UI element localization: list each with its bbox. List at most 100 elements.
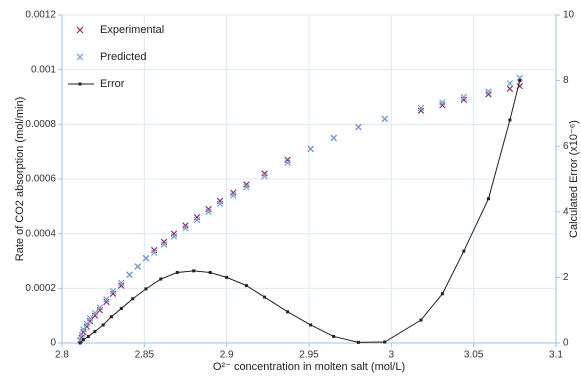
error-point <box>208 270 212 274</box>
data-point <box>417 104 425 112</box>
marker-stroke <box>230 189 237 196</box>
marker-stroke <box>193 216 201 224</box>
data-point <box>103 296 110 303</box>
y-axis-title: Rate of CO2 absorption (mol/min) <box>14 97 26 261</box>
y-tick-label: 0.0012 <box>25 10 56 21</box>
marker-stroke <box>330 134 337 142</box>
legend-entry: Error <box>68 78 125 90</box>
y-tick-label: 0.0008 <box>25 119 56 130</box>
data-point <box>216 197 224 205</box>
marker-stroke <box>307 145 314 153</box>
data-point <box>439 99 446 106</box>
data-point <box>109 290 117 298</box>
marker-stroke <box>417 107 425 114</box>
marker-stroke <box>83 320 90 328</box>
error-point <box>225 275 229 279</box>
data-point <box>80 326 87 333</box>
data-point <box>78 331 85 339</box>
error-point <box>159 277 163 281</box>
y2-tick-label: 6 <box>563 141 569 152</box>
data-point <box>160 241 168 248</box>
data-point <box>261 170 268 177</box>
x-tick-label: 2.8 <box>55 350 69 361</box>
marker-stroke <box>230 192 237 199</box>
data-point <box>142 255 150 262</box>
marker-stroke <box>439 101 446 109</box>
data-point <box>86 315 94 322</box>
error-point <box>486 197 490 201</box>
marker-stroke <box>506 85 514 93</box>
data-point <box>205 208 212 216</box>
y2-tick-label: 2 <box>563 272 569 283</box>
error-point <box>508 118 512 122</box>
error-point <box>356 340 360 344</box>
x-tick-label: 3.1 <box>549 350 563 361</box>
marker-stroke <box>182 222 189 229</box>
x-tick-label: 3 <box>389 350 395 361</box>
data-point <box>330 134 337 142</box>
marker-stroke <box>460 93 468 101</box>
error-point <box>332 334 336 338</box>
y-tick-label: 0.001 <box>31 64 56 75</box>
data-point <box>103 298 110 306</box>
data-point <box>230 189 237 196</box>
error-point <box>462 249 466 253</box>
error-point <box>144 287 148 291</box>
marker-stroke <box>205 208 212 216</box>
data-point <box>160 238 168 246</box>
error-point <box>86 334 90 338</box>
marker-stroke <box>284 156 291 164</box>
data-point <box>118 282 125 289</box>
error-point <box>93 330 97 334</box>
marker-stroke <box>150 246 158 254</box>
marker-stroke <box>142 255 150 262</box>
marker-stroke <box>78 331 85 339</box>
marker-stroke <box>516 74 523 82</box>
marker-stroke <box>355 123 362 131</box>
error-point <box>78 341 82 345</box>
data-point <box>307 145 314 153</box>
data-point <box>96 304 104 311</box>
marker-stroke <box>193 214 201 221</box>
marker-stroke <box>243 183 250 191</box>
marker-stroke <box>150 249 158 257</box>
x-tick-label: 2.85 <box>135 350 155 361</box>
marker-stroke <box>118 279 125 287</box>
data-point <box>460 96 468 103</box>
data-point <box>261 173 268 180</box>
marker-stroke <box>485 91 492 98</box>
data-point <box>134 263 141 270</box>
marker-stroke <box>284 159 291 166</box>
error-point <box>101 323 105 327</box>
error-point <box>244 284 248 288</box>
data-point <box>126 271 133 278</box>
marker-stroke <box>170 233 178 240</box>
data-point <box>91 309 99 317</box>
data-point <box>193 214 201 221</box>
y2-tick-label: 10 <box>563 10 575 21</box>
error-point <box>192 269 196 273</box>
data-point <box>205 205 212 213</box>
error-point <box>109 315 113 319</box>
data-point <box>439 101 446 109</box>
marker-stroke <box>96 304 104 311</box>
error-point <box>419 318 423 322</box>
data-point <box>216 200 224 207</box>
marker-stroke <box>96 306 104 314</box>
y2-tick-label: 4 <box>563 206 569 217</box>
error-point <box>81 338 85 342</box>
error-point <box>263 295 267 299</box>
marker-stroke <box>216 197 224 205</box>
legend-entry: Experimental <box>76 24 164 36</box>
data-point <box>506 80 514 87</box>
x-tick-label: 2.95 <box>299 350 319 361</box>
data-point <box>230 192 237 199</box>
error-point <box>518 79 522 83</box>
error-point <box>119 307 123 311</box>
error-line <box>79 80 521 344</box>
marker-stroke <box>439 99 446 106</box>
data-point <box>485 88 492 95</box>
marker-stroke <box>91 309 99 317</box>
marker-stroke <box>160 238 168 246</box>
